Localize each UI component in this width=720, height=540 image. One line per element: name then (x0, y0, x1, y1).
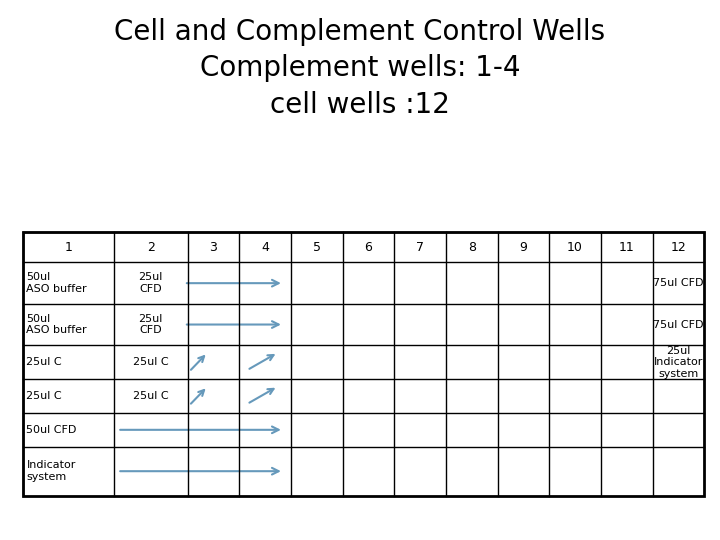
Text: 5: 5 (312, 241, 320, 254)
Bar (23, 232, 704, 496)
Text: 25ul
CFD: 25ul CFD (138, 272, 163, 294)
Text: 25ul C: 25ul C (27, 357, 62, 367)
Text: 6: 6 (364, 241, 372, 254)
Text: 11: 11 (619, 241, 634, 254)
Text: 4: 4 (261, 241, 269, 254)
Text: 50ul
ASO buffer: 50ul ASO buffer (27, 272, 87, 294)
Text: 25ul C: 25ul C (27, 391, 62, 401)
Text: 25ul C: 25ul C (133, 357, 168, 367)
Text: 25ul
CFD: 25ul CFD (138, 314, 163, 335)
Text: 25ul
Indicator
system: 25ul Indicator system (654, 346, 703, 379)
Text: Indicator
system: Indicator system (27, 461, 76, 482)
Text: 50ul CFD: 50ul CFD (27, 425, 77, 435)
Text: 75ul CFD: 75ul CFD (653, 278, 703, 288)
Text: Cell and Complement Control Wells
Complement wells: 1-4
cell wells :12: Cell and Complement Control Wells Comple… (114, 17, 606, 119)
Text: 8: 8 (468, 241, 476, 254)
Text: 7: 7 (416, 241, 424, 254)
Text: 1: 1 (64, 241, 72, 254)
Text: 12: 12 (670, 241, 686, 254)
Text: 3: 3 (210, 241, 217, 254)
Text: 50ul
ASO buffer: 50ul ASO buffer (27, 314, 87, 335)
Text: 75ul CFD: 75ul CFD (653, 320, 703, 329)
Text: 2: 2 (147, 241, 155, 254)
Text: 10: 10 (567, 241, 583, 254)
Text: 25ul C: 25ul C (133, 391, 168, 401)
Text: 9: 9 (520, 241, 527, 254)
